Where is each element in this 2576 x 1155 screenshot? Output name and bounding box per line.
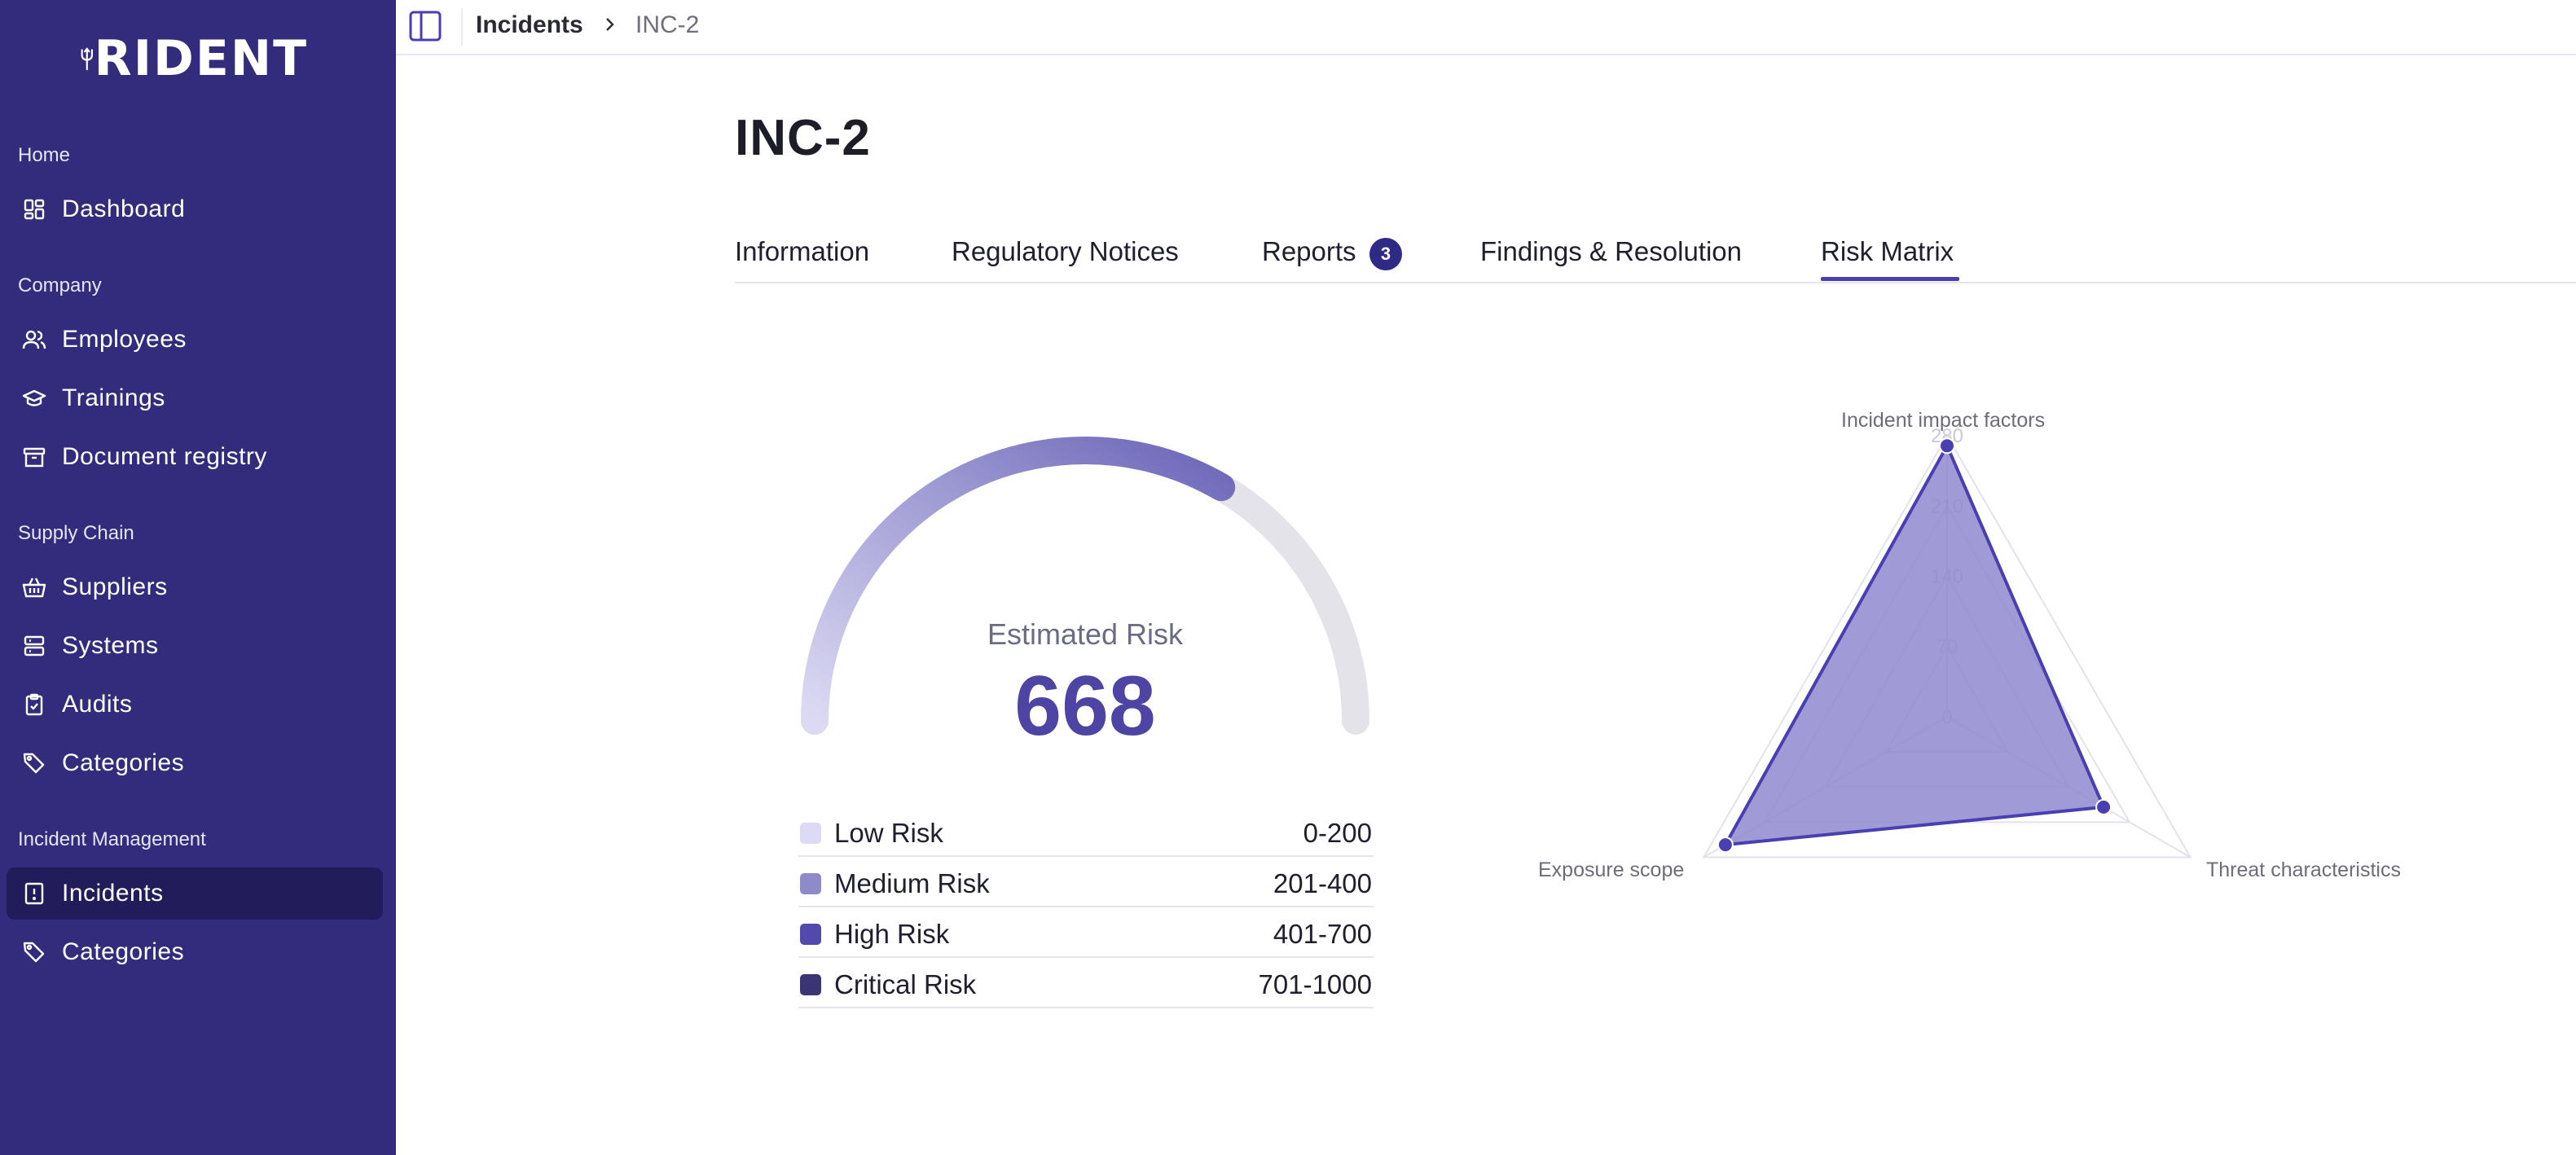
legend-swatch	[800, 873, 821, 894]
sidebar-item-incidents[interactable]: Incidents	[7, 867, 383, 920]
sidebar-item-label: Employees	[62, 326, 187, 353]
legend-range: 201-400	[1273, 868, 1372, 898]
tag-icon	[18, 747, 51, 780]
risk-legend: Low Risk 0-200 Medium Risk 201-400 High …	[798, 806, 1374, 1008]
legend-row-low: Low Risk 0-200	[798, 806, 1374, 857]
radar-axis-label: Incident impact factors	[1841, 409, 2046, 432]
section-label-company: Company	[18, 274, 102, 296]
sidebar-item-dashboard[interactable]: Dashboard	[7, 183, 383, 235]
sidebar-item-suppliers[interactable]: Suppliers	[7, 561, 383, 613]
users-icon	[18, 323, 51, 356]
breadcrumb-incidents[interactable]: Incidents	[476, 11, 583, 38]
sidebar-item-categories[interactable]: Categories	[7, 737, 383, 789]
radar-axis-label: Threat characteristics	[2206, 859, 2401, 881]
sidebar-item-systems[interactable]: Systems	[7, 620, 383, 672]
sidebar-item-label: Incidents	[62, 880, 164, 907]
legend-swatch	[800, 974, 821, 995]
sidebar-item-employees[interactable]: Employees	[7, 314, 383, 366]
brand-name: RIDENT	[94, 30, 308, 87]
radar-point	[1939, 437, 1955, 455]
section-label-supply-chain: Supply Chain	[18, 522, 134, 544]
tab-findings-resolution[interactable]: Findings & Resolution	[1480, 236, 1743, 266]
section-label-home: Home	[18, 144, 71, 166]
legend-range: 701-1000	[1258, 969, 1372, 999]
breadcrumb-current: INC-2	[635, 11, 700, 38]
legend-range: 0-200	[1303, 818, 1372, 848]
sidebar-item-label: Categories	[62, 749, 185, 776]
dashboard-icon	[18, 193, 51, 226]
legend-row-medium: Medium Risk 201-400	[798, 857, 1374, 907]
sidebar-item-trainings[interactable]: Trainings	[7, 372, 383, 424]
divider	[461, 8, 463, 46]
legend-name: Critical Risk	[834, 969, 977, 999]
sidebar-item-audits[interactable]: Audits	[7, 679, 383, 731]
trident-icon	[81, 47, 93, 71]
sidebar-item-document-registry[interactable]: Document registry	[7, 431, 383, 483]
sidebar-toggle-icon[interactable]	[407, 8, 443, 44]
tab-bar: Information Regulatory Notices Reports 3…	[735, 228, 2576, 283]
sidebar-item-label: Categories	[62, 938, 185, 965]
radar-point	[2095, 798, 2112, 815]
basket-icon	[18, 571, 51, 604]
active-tab-indicator	[1821, 277, 1959, 281]
tab-risk-matrix[interactable]: Risk Matrix	[1821, 236, 1954, 266]
page-title: INC-2	[735, 110, 871, 166]
radar-series-area	[1723, 444, 2106, 847]
gauge-fill	[801, 437, 1236, 735]
radar-points	[1717, 437, 2112, 854]
radar-chart: 070140210280	[1702, 425, 2192, 859]
tab-reports[interactable]: Reports	[1262, 236, 1356, 266]
legend-row-high: High Risk 401-700	[798, 907, 1374, 958]
gauge-label: Estimated Risk	[987, 617, 1184, 651]
sidebar-item-incident-categories[interactable]: Categories	[7, 926, 383, 978]
legend-name: Medium Risk	[834, 868, 990, 898]
sidebar: RIDENT Home Dashboard Company Employees …	[0, 0, 396, 1155]
legend-swatch	[800, 924, 821, 945]
legend-name: High Risk	[834, 919, 950, 949]
sidebar-item-label: Trainings	[62, 384, 165, 411]
clipboard-check-icon	[18, 688, 51, 721]
graduation-cap-icon	[18, 382, 51, 415]
legend-name: Low Risk	[834, 818, 943, 848]
section-label-incident-management: Incident Management	[18, 828, 206, 850]
radar-axis-label: Exposure scope	[1538, 859, 1685, 881]
top-bar: Incidents INC-2	[396, 0, 2576, 55]
legend-row-critical: Critical Risk 701-1000	[798, 958, 1374, 1008]
chevron-right-icon	[600, 15, 619, 34]
tag-icon	[18, 936, 51, 968]
sidebar-item-label: Dashboard	[62, 195, 186, 222]
sidebar-item-label: Systems	[62, 632, 159, 659]
tab-regulatory-notices[interactable]: Regulatory Notices	[952, 236, 1179, 266]
tab-information[interactable]: Information	[735, 236, 870, 266]
server-icon	[18, 630, 51, 662]
legend-range: 401-700	[1273, 919, 1372, 949]
sidebar-item-label: Audits	[62, 691, 133, 718]
radar-grid-ring	[1702, 433, 2192, 859]
reports-count-badge: 3	[1369, 238, 1402, 270]
legend-swatch	[800, 823, 821, 844]
radar-point	[1717, 837, 1734, 854]
risk-gauge	[801, 437, 1369, 735]
sidebar-item-label: Suppliers	[62, 573, 168, 600]
alert-file-icon	[18, 877, 51, 910]
sidebar-item-label: Document registry	[62, 443, 267, 470]
archive-icon	[18, 441, 51, 473]
gauge-value: 668	[1014, 659, 1156, 753]
logo[interactable]: RIDENT	[80, 20, 308, 98]
